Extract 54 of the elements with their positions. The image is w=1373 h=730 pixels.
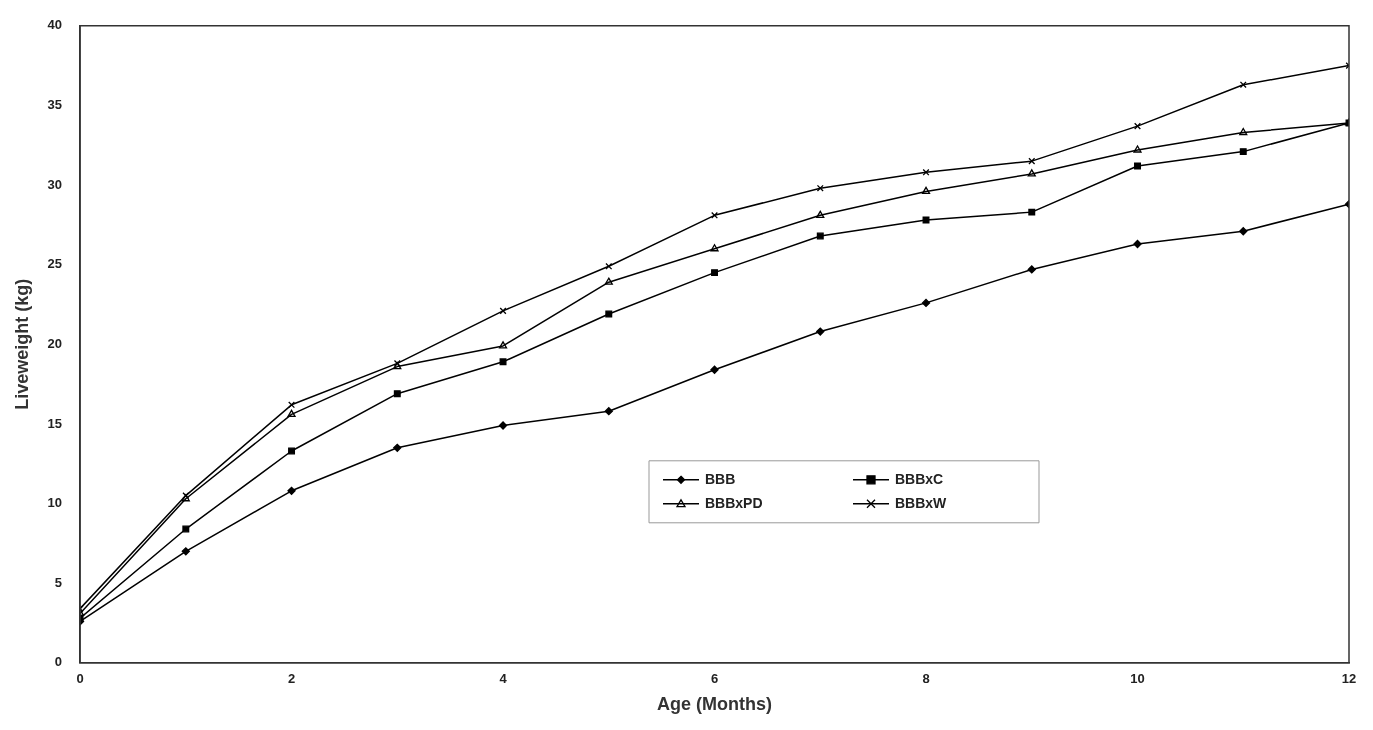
y-axis-title: Liveweight (kg) — [11, 278, 32, 410]
x-tick-label: 2 — [287, 671, 296, 687]
y-tick-label: 5 — [54, 574, 63, 590]
point — [1239, 148, 1247, 156]
y-tick-label: 30 — [47, 176, 63, 192]
point — [1027, 265, 1036, 274]
x-tick-label: 0 — [76, 671, 84, 687]
point — [499, 307, 507, 315]
y-tick-label: 20 — [47, 335, 63, 351]
point — [816, 210, 825, 218]
point — [1028, 157, 1036, 165]
point — [1028, 208, 1036, 216]
point — [921, 298, 931, 308]
y-tick-label: 10 — [47, 495, 63, 511]
point — [1133, 145, 1142, 153]
point — [922, 168, 930, 176]
legend-label: BBBxW — [895, 494, 948, 511]
point — [711, 211, 719, 219]
point — [711, 269, 719, 277]
x-axis-title: Age (Months) — [657, 694, 773, 715]
legend-label: BBB — [705, 470, 736, 487]
y-tick-label: 0 — [54, 654, 63, 670]
y-tick-label: 35 — [47, 97, 63, 112]
point — [287, 409, 296, 418]
x-tick-label: 4 — [499, 671, 508, 687]
point — [1027, 169, 1036, 177]
point — [499, 358, 507, 366]
legend-label: BBBxC — [895, 470, 944, 487]
x-tick-label: 8 — [922, 671, 930, 687]
y-tick-label: 15 — [47, 415, 63, 431]
y-tick-label: 40 — [47, 17, 63, 33]
point — [288, 401, 296, 409]
x-tick-label: 10 — [1130, 671, 1145, 687]
point — [710, 365, 719, 374]
point — [181, 547, 190, 556]
point — [393, 443, 402, 452]
point — [1239, 227, 1248, 236]
point — [921, 186, 931, 195]
x-tick-label: 6 — [710, 671, 719, 687]
y-tick-label: 25 — [47, 256, 63, 272]
point — [393, 390, 401, 398]
point — [498, 341, 508, 349]
point — [604, 407, 613, 416]
point — [182, 525, 190, 533]
point — [1239, 127, 1248, 136]
point — [287, 486, 296, 495]
point — [816, 327, 825, 336]
point — [604, 277, 613, 285]
legend-label: BBBxPD — [705, 494, 763, 511]
point — [1134, 122, 1141, 130]
point — [710, 244, 719, 252]
point — [605, 310, 613, 318]
x-tick-label: 12 — [1341, 671, 1357, 687]
point — [1134, 162, 1141, 170]
